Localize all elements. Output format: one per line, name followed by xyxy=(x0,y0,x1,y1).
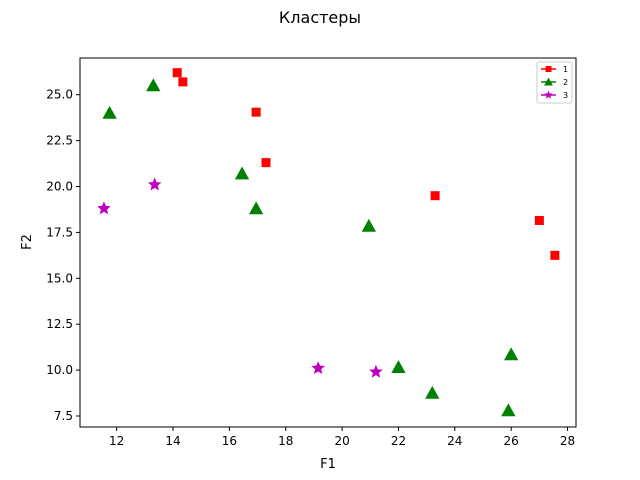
legend-label-2: 2 xyxy=(563,78,568,87)
y-tick-label: 17.5 xyxy=(46,225,73,239)
x-axis: 12 14 16 18 20 22 24 26 28 xyxy=(109,427,575,448)
data-point xyxy=(430,191,440,201)
data-point xyxy=(178,77,188,87)
data-point xyxy=(425,385,440,399)
data-point xyxy=(311,361,325,375)
x-tick-label: 24 xyxy=(447,434,462,448)
data-point xyxy=(172,68,182,78)
x-axis-label: F1 xyxy=(320,457,336,472)
data-point xyxy=(147,177,162,191)
data-point xyxy=(369,364,383,378)
x-tick-label: 14 xyxy=(165,434,180,448)
legend-marker-3 xyxy=(544,90,553,99)
legend-label-3: 3 xyxy=(563,91,568,100)
legend-label-1: 1 xyxy=(563,65,568,74)
legend-marker-1 xyxy=(545,66,552,72)
series-3-points xyxy=(97,177,383,378)
y-tick-label: 20.0 xyxy=(46,180,73,194)
data-point xyxy=(102,105,117,119)
y-axis: 7.5 10.0 12.5 15.0 17.5 20.0 22.5 25.0 xyxy=(46,88,80,423)
data-point xyxy=(261,158,271,168)
data-point xyxy=(501,403,516,417)
x-tick-label: 22 xyxy=(391,434,406,448)
legend-marker-2 xyxy=(544,77,553,86)
data-point xyxy=(97,201,111,215)
data-point xyxy=(391,360,406,374)
y-tick-label: 22.5 xyxy=(46,134,73,148)
data-point xyxy=(534,215,544,225)
data-point xyxy=(251,107,261,117)
y-axis-label: F2 xyxy=(20,234,35,250)
data-point xyxy=(504,347,519,361)
y-tick-label: 12.5 xyxy=(46,317,73,331)
x-tick-label: 16 xyxy=(222,434,237,448)
data-point xyxy=(248,201,264,215)
data-point xyxy=(550,250,560,260)
data-point xyxy=(361,218,377,232)
series-2-points xyxy=(102,78,519,417)
x-tick-label: 28 xyxy=(560,434,575,448)
plot-area xyxy=(79,57,577,428)
legend: 1 2 3 xyxy=(536,61,573,104)
x-tick-label: 26 xyxy=(504,434,519,448)
axes-frame xyxy=(79,57,577,428)
series-1-points xyxy=(172,68,560,260)
y-tick-label: 15.0 xyxy=(46,271,73,285)
y-tick-label: 10.0 xyxy=(46,363,73,377)
x-tick-label: 12 xyxy=(109,434,124,448)
chart-title: Кластеры xyxy=(279,8,361,27)
y-tick-label: 25.0 xyxy=(46,88,73,102)
x-tick-label: 20 xyxy=(334,434,349,448)
data-point xyxy=(146,78,161,92)
x-tick-label: 18 xyxy=(278,434,293,448)
data-markers xyxy=(97,68,560,417)
data-point xyxy=(234,166,250,180)
y-tick-label: 7.5 xyxy=(54,409,73,423)
